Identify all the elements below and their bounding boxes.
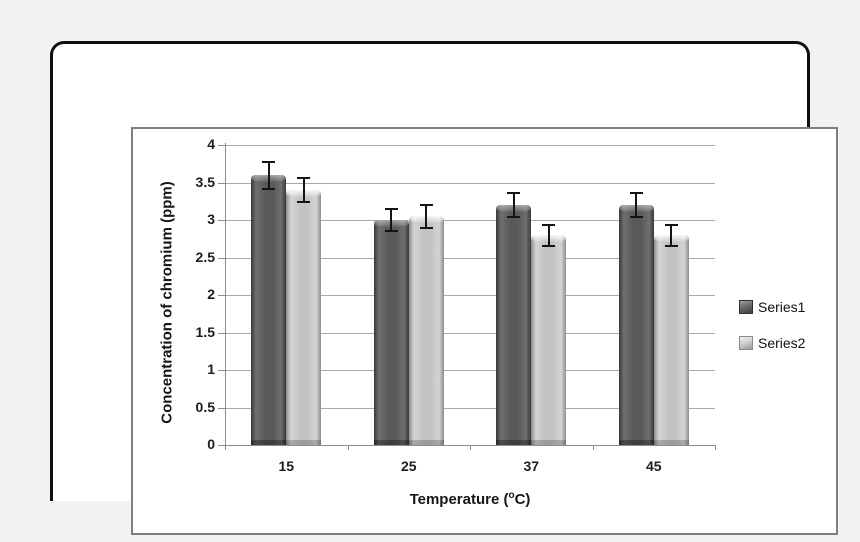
x-axis-title-text: Temperature ( [409,491,509,508]
gridline [225,370,715,371]
y-tick-label: 4 [207,136,215,152]
legend-item-series2: Series2 [739,335,805,351]
bar-series2-37 [531,235,567,445]
y-axis-tick [218,332,225,334]
series2-marker-icon [739,336,753,350]
x-axis-tick [715,445,716,450]
y-axis-title: Concentration of chromium (ppm) [158,181,176,424]
x-axis-tick [225,445,226,450]
x-tick-label: 45 [645,458,662,474]
error-bar-cap-top [262,160,276,163]
bar-series1-15 [251,175,287,445]
legend-label-series2: Series2 [758,335,806,351]
gridline [225,145,715,146]
error-bar-cap-bottom [297,201,311,203]
error-bar-cap-bottom [542,244,556,247]
y-tick-label: 0.5 [195,398,215,415]
x-axis-tick [347,445,349,450]
y-axis-tick [218,407,225,409]
gridline [225,332,715,334]
error-bar-line [512,193,515,217]
x-axis-tick [470,445,471,450]
x-tick-label: 37 [523,458,540,474]
y-axis-tick [218,220,225,221]
error-bar-cap-bottom [384,230,398,233]
error-bar-cap-bottom [262,187,276,190]
y-tick-label: 2.5 [195,248,215,265]
y-axis-tick [218,370,225,371]
error-bar-line [635,193,638,217]
y-axis-tick [218,145,225,146]
error-bar-cap-top [664,223,678,226]
legend: Series1 Series2 [739,299,805,371]
error-bar-line [547,224,550,246]
error-bar-cap-bottom [664,244,678,247]
x-axis-tick [592,445,594,450]
x-axis-title-text: C) [514,491,531,508]
y-axis-line [225,143,226,445]
y-tick-label: 3.5 [195,173,215,190]
y-axis-tick [218,257,225,259]
y-tick-label: 0 [207,436,215,452]
error-bar-cap-top [384,207,398,210]
legend-item-series1: Series1 [739,299,805,315]
error-bar-cap-top [542,223,556,226]
y-tick-label: 3 [207,211,215,227]
error-bar-cap-top [507,192,521,194]
error-bar-cap-bottom [629,216,643,218]
error-bar-cap-bottom [507,216,521,218]
y-axis-tick [218,182,225,184]
error-bar-line [390,208,393,232]
error-bar-cap-top [629,192,643,194]
gridline [225,257,715,259]
chart-panel: 0 0.5 1 1.5 2 2.5 3 3.5 4 15 25 37 45 Concentration … [131,127,838,535]
error-bar-line [425,205,428,228]
gridline [225,295,715,296]
bar-series2-25 [408,216,444,445]
error-bar-cap-top [297,177,311,179]
x-axis-title-superscript: o [508,490,515,501]
y-tick-label: 1 [207,361,215,377]
gridline [225,407,715,409]
figure-frame: 0 0.5 1 1.5 2 2.5 3 3.5 4 15 25 37 45 Concentration … [50,41,838,535]
gridline [225,220,715,221]
error-bar-line [267,161,270,189]
gridline [225,182,715,184]
error-bar-line [302,178,305,202]
error-bar-cap-top [419,204,433,206]
y-tick-label: 1.5 [195,323,215,340]
bar-series2-45 [653,235,689,445]
y-axis-tick [218,445,225,446]
bar-series1-25 [373,220,409,445]
error-bar-line [670,224,673,246]
bar-series2-15 [286,190,322,445]
x-axis-title: Temperature (oC) [225,490,715,509]
series1-marker-icon [739,300,753,314]
y-axis-tick [218,295,225,296]
bar-series1-45 [618,205,654,445]
bar-series1-37 [496,205,532,445]
x-tick-label: 25 [400,458,417,474]
x-tick-label: 15 [278,458,295,474]
error-bar-cap-bottom [419,226,433,229]
y-tick-label: 2 [207,286,215,302]
legend-label-series1: Series1 [758,299,806,315]
